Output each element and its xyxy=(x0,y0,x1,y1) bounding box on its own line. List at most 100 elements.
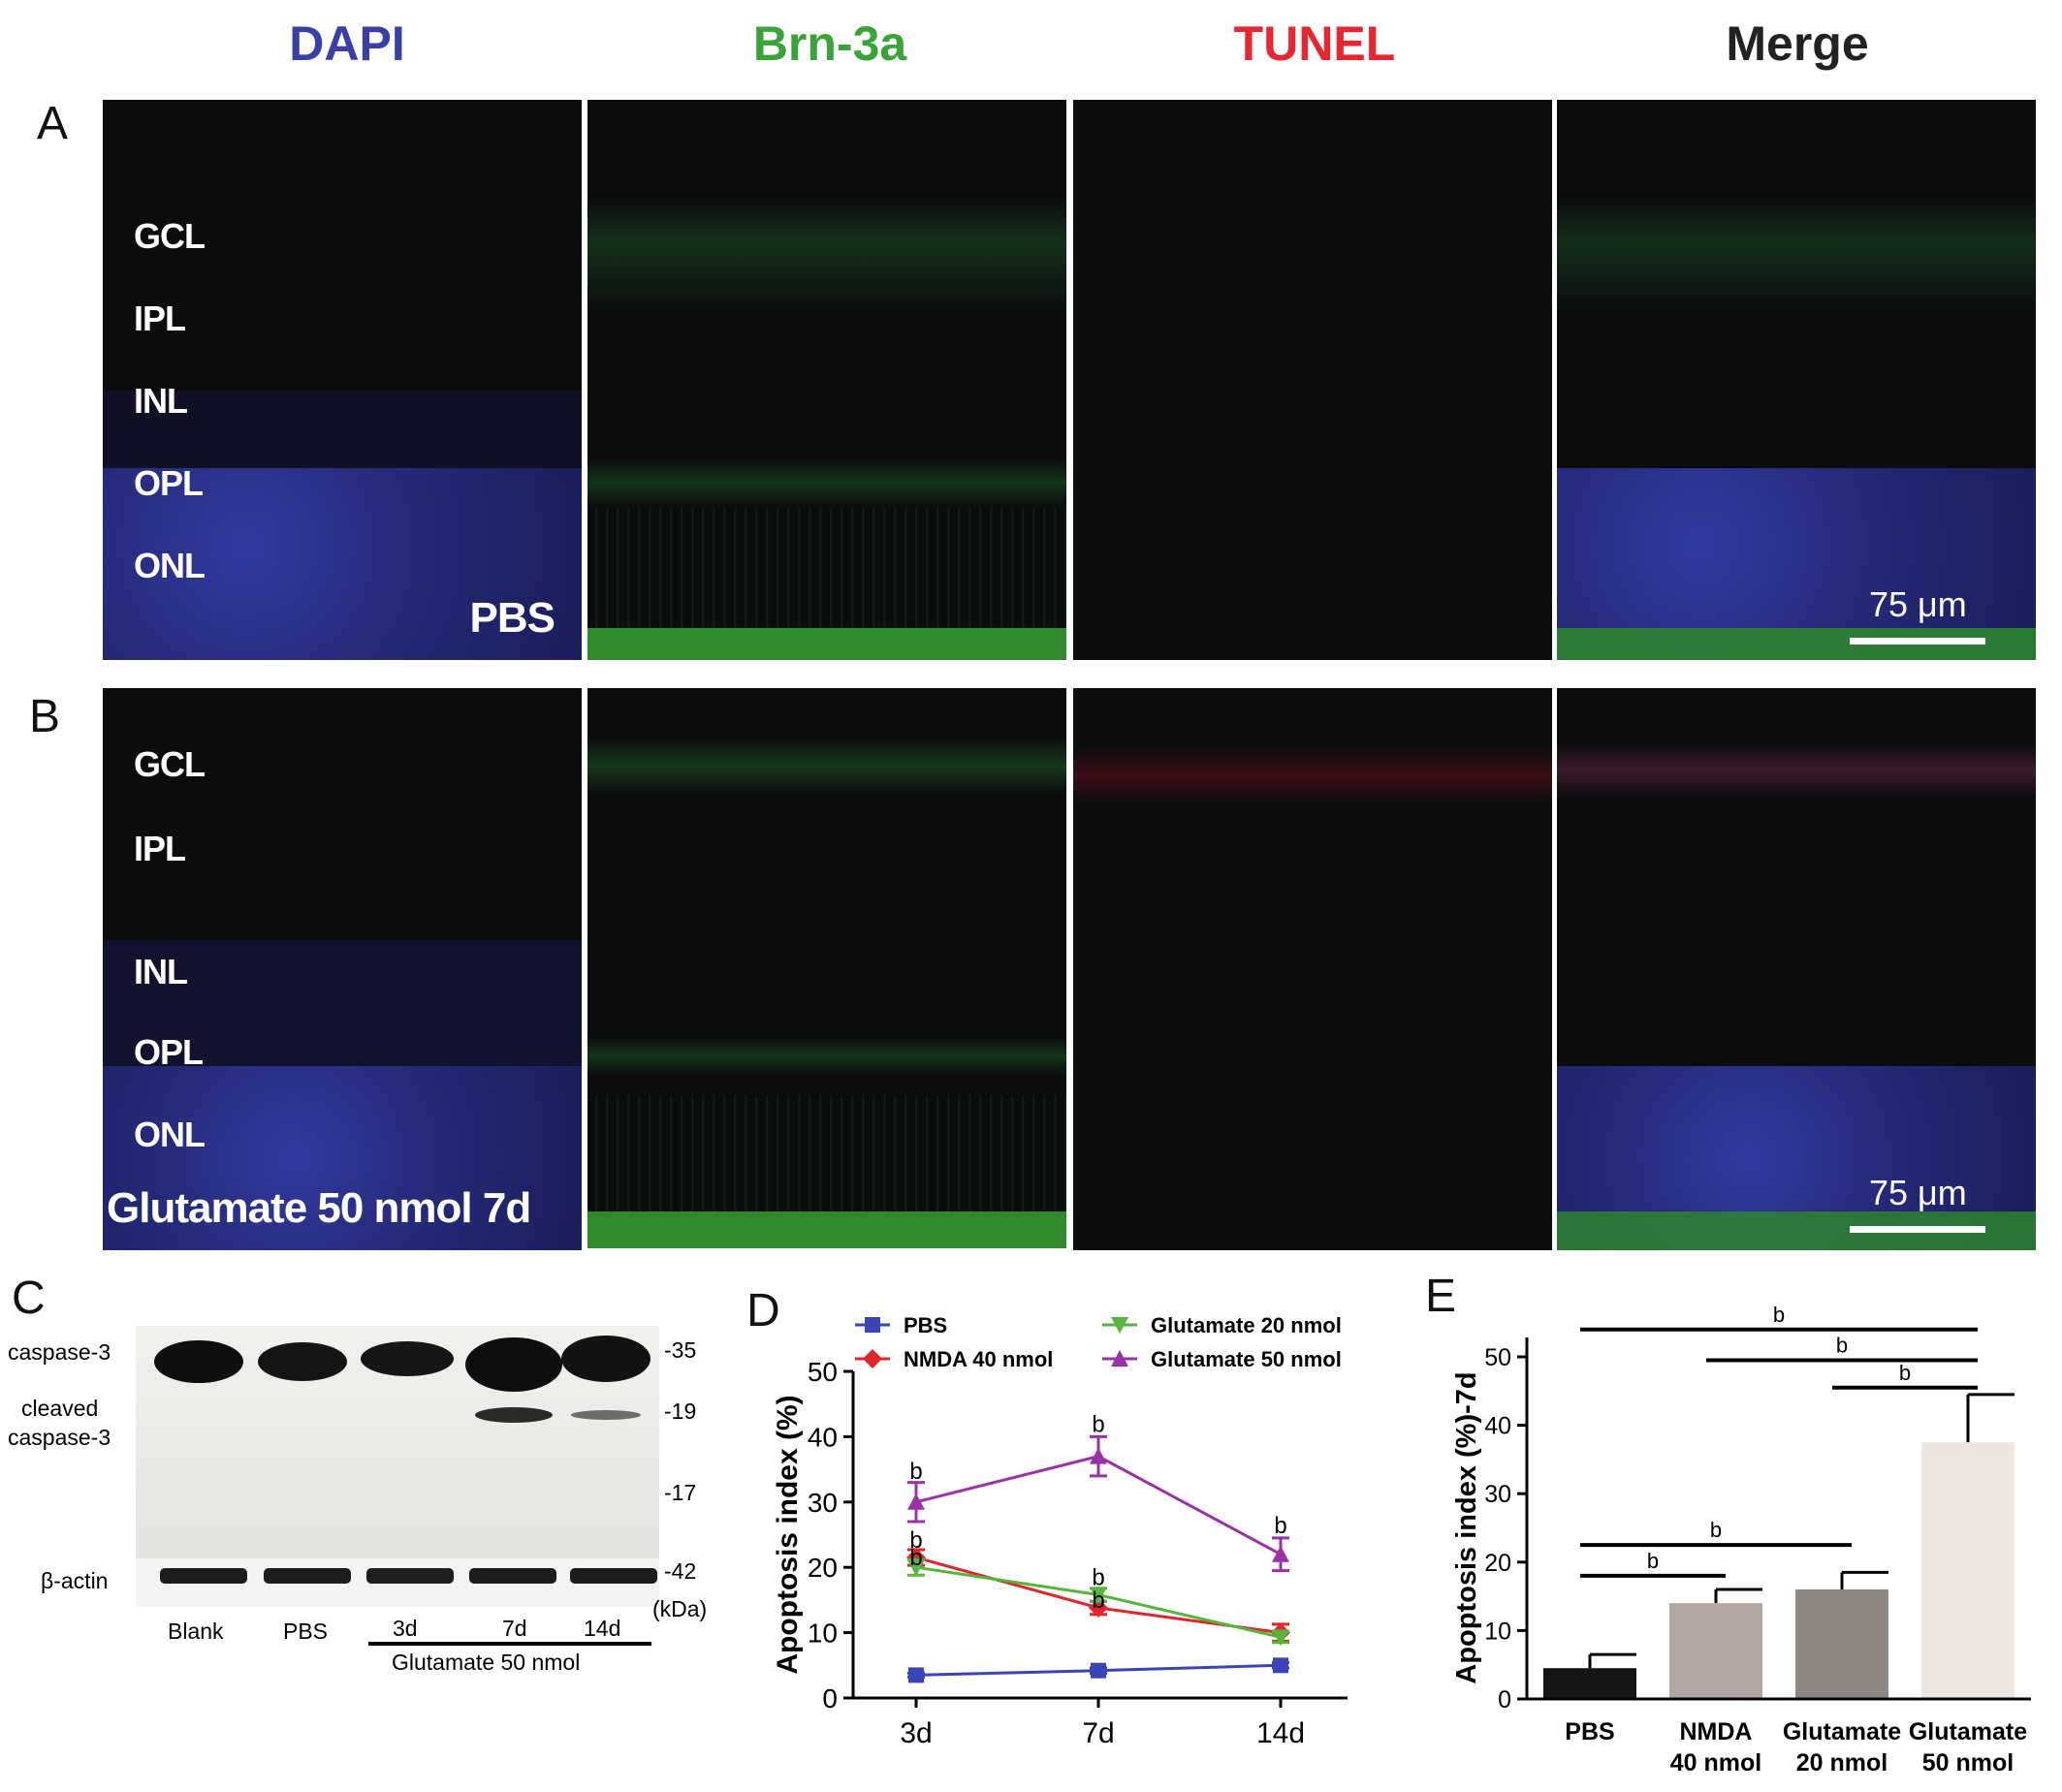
y-tick-label: 50 xyxy=(808,1357,838,1387)
layer-label: ONL xyxy=(134,546,206,585)
panel-letter-a: A xyxy=(37,98,69,149)
micrograph-b-dapi: GCL IPL INL OPL ONL Glutamate 50 nmol 7d xyxy=(103,688,582,1250)
x-tick-label: 14d xyxy=(1256,1717,1305,1749)
y-tick-label: 10 xyxy=(1484,1618,1511,1645)
significance-label: b xyxy=(1899,1361,1911,1385)
layer-label: INL xyxy=(134,952,188,991)
bar xyxy=(1669,1603,1762,1699)
data-point xyxy=(908,1667,924,1683)
micrograph-b-brn3a xyxy=(587,688,1066,1248)
data-point xyxy=(907,1493,925,1510)
scale-bar xyxy=(1850,638,1985,644)
x-tick-label: NMDA 40 nmol xyxy=(1670,1718,1761,1776)
data-point xyxy=(1089,1597,1108,1618)
scale-bar-label: 75 μm xyxy=(1869,584,1967,624)
dapi-column-title: DAPI xyxy=(289,16,405,71)
legend-label: PBS xyxy=(904,1313,947,1337)
micrograph-a-merge: 75 μm xyxy=(1557,100,2036,660)
annotation-label: b xyxy=(1092,1588,1104,1614)
cleaved-label-2: caspase-3 xyxy=(8,1425,111,1450)
micrograph-a-brn3a xyxy=(587,100,1066,660)
significance-label: b xyxy=(1710,1518,1722,1542)
marker-label: -35 xyxy=(664,1337,697,1363)
y-tick-label: 20 xyxy=(1484,1550,1511,1577)
annotation-label: b xyxy=(1092,1564,1104,1590)
x-tick-label: 7d xyxy=(1082,1717,1114,1749)
y-tick-label: 0 xyxy=(1498,1686,1511,1713)
panel-letter-c: C xyxy=(12,1273,46,1324)
condition-label: Glutamate 50 nmol 7d xyxy=(107,1184,531,1232)
bar xyxy=(1921,1442,2014,1699)
condition-label: PBS xyxy=(469,594,555,642)
brn3a-column-title: Brn-3a xyxy=(752,16,907,71)
data-point xyxy=(1272,1545,1289,1562)
significance-label: b xyxy=(1773,1303,1785,1327)
x-tick-label: Glutamate 20 nmol xyxy=(1783,1718,1901,1776)
lane-label: 7d xyxy=(502,1616,527,1641)
y-axis-label: Apoptosis index (%) xyxy=(772,1395,804,1674)
data-point xyxy=(1272,1629,1289,1647)
panel-letter-d: D xyxy=(746,1285,780,1336)
panel-letter-e: E xyxy=(1425,1271,1457,1322)
micrograph-b-tunel xyxy=(1073,688,1552,1250)
lane-label: Blank xyxy=(168,1619,224,1644)
micrograph-b-merge: 75 μm xyxy=(1557,688,2036,1250)
significance-label: b xyxy=(1647,1549,1659,1573)
data-point xyxy=(907,1559,925,1577)
x-tick-label: 3d xyxy=(900,1717,932,1749)
y-tick-label: 10 xyxy=(808,1619,838,1649)
caspase3-label: caspase-3 xyxy=(8,1339,111,1365)
layer-label: ONL xyxy=(134,1115,206,1154)
marker-label: -42 xyxy=(664,1558,697,1584)
annotation-label: b xyxy=(909,1545,922,1571)
cleaved-label-1: cleaved xyxy=(21,1396,99,1421)
annotation-label: b xyxy=(909,1527,922,1554)
legend-marker xyxy=(1111,1317,1128,1334)
data-point xyxy=(1091,1662,1106,1679)
scale-bar xyxy=(1850,1226,1985,1233)
y-tick-label: 40 xyxy=(1484,1413,1511,1440)
legend-marker xyxy=(1111,1350,1128,1367)
tunel-column-title: TUNEL xyxy=(1233,16,1396,71)
annotation-label: b xyxy=(1274,1513,1286,1539)
lane-label: 3d xyxy=(393,1616,418,1641)
layer-label: IPL xyxy=(134,299,186,338)
data-point xyxy=(1273,1657,1288,1674)
significance-label: b xyxy=(1836,1334,1848,1358)
actin-label: β-actin xyxy=(41,1568,109,1593)
layer-label: GCL xyxy=(134,744,206,784)
legend-label: NMDA 40 nmol xyxy=(904,1347,1053,1371)
y-tick-label: 20 xyxy=(808,1553,838,1583)
legend-label: Glutamate 50 nmol xyxy=(1151,1347,1342,1371)
data-point xyxy=(1090,1587,1107,1604)
legend-marker xyxy=(865,1317,880,1333)
layer-label: IPL xyxy=(134,829,186,868)
annotation-label: b xyxy=(1092,1412,1104,1438)
unit-label: (kDa) xyxy=(652,1596,708,1621)
micrograph-a-dapi: GCL IPL INL OPL ONL PBS xyxy=(103,100,582,660)
layer-label: OPL xyxy=(134,1032,204,1072)
micrograph-a-tunel xyxy=(1073,100,1552,660)
y-tick-label: 50 xyxy=(1484,1344,1511,1371)
marker-label: -19 xyxy=(664,1399,697,1424)
bar xyxy=(1795,1589,1888,1699)
y-tick-label: 0 xyxy=(822,1683,838,1713)
merge-column-title: Merge xyxy=(1726,16,1869,71)
legend-marker xyxy=(863,1349,882,1368)
y-tick-label: 30 xyxy=(1484,1481,1511,1508)
lane-label: PBS xyxy=(283,1619,329,1644)
panel-letter-b: B xyxy=(29,691,61,742)
scale-bar-label: 75 μm xyxy=(1869,1173,1967,1212)
layer-label: GCL xyxy=(134,216,206,256)
y-axis-label: Apoptosis index (%)-7d xyxy=(1451,1371,1482,1683)
marker-label: -17 xyxy=(664,1480,697,1505)
legend-label: Glutamate 20 nmol xyxy=(1151,1313,1342,1337)
layer-label: OPL xyxy=(134,463,204,503)
data-point xyxy=(1090,1447,1107,1464)
x-tick-label: Glutamate 50 nmol xyxy=(1909,1718,2027,1776)
y-tick-label: 40 xyxy=(808,1422,838,1452)
layer-label: INL xyxy=(134,381,188,421)
bar xyxy=(1543,1668,1636,1699)
